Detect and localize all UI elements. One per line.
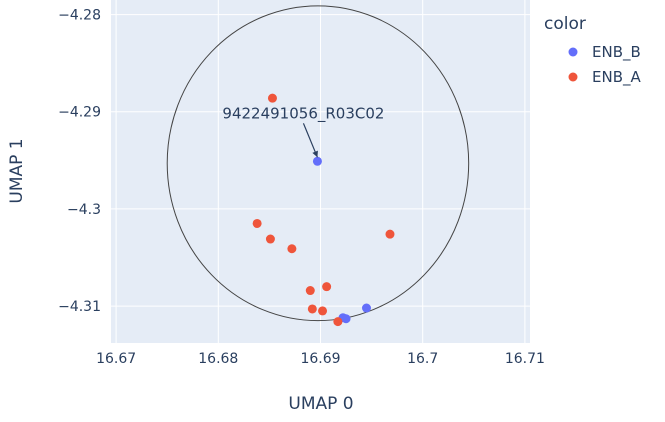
data-points <box>252 93 395 327</box>
data-point-enb-b[interactable] <box>312 156 322 166</box>
circle-layer <box>166 5 470 322</box>
data-point-enb-a[interactable] <box>322 282 332 292</box>
y-tick-label: −4.3 <box>67 202 101 218</box>
legend-title: color <box>544 14 586 34</box>
x-tick-label: 16.71 <box>505 351 545 367</box>
x-tick-label: 16.67 <box>96 351 136 367</box>
tick-labels: 16.67 16.68 16.69 16.7 16.71 −4.28 −4.29 −4.3 −4… <box>58 8 545 367</box>
data-point-enb-a[interactable] <box>267 93 277 103</box>
data-point-enb-b[interactable] <box>361 303 371 313</box>
legend-marker[interactable] <box>568 72 578 82</box>
legend-entry-label[interactable]: ENB_B <box>592 43 641 62</box>
annotation-arrowhead <box>312 150 318 158</box>
data-point-enb-a[interactable] <box>287 244 297 254</box>
data-point-enb-a[interactable] <box>318 306 328 316</box>
x-tick-label: 16.7 <box>407 351 438 367</box>
y-axis-title: UMAP 1 <box>7 138 27 203</box>
x-axis-title: UMAP 0 <box>288 394 353 414</box>
data-point-enb-a[interactable] <box>252 218 262 228</box>
data-point-enb-a[interactable] <box>305 286 315 296</box>
annotation-arrow <box>302 123 318 158</box>
highlight-circle <box>166 5 470 322</box>
annotation-label: 9422491056_R03C02 <box>222 104 384 123</box>
legend-marker[interactable] <box>568 47 578 57</box>
legend: color ENB_B ENB_A <box>544 14 641 87</box>
annotation-layer: 9422491056_R03C02 <box>222 104 384 158</box>
x-tick-label: 16.69 <box>300 351 340 367</box>
y-tick-label: −4.29 <box>58 105 101 121</box>
data-point-enb-a[interactable] <box>333 317 343 327</box>
data-point-enb-a[interactable] <box>385 229 395 239</box>
x-tick-label: 16.68 <box>198 351 238 367</box>
data-point-enb-a[interactable] <box>307 304 317 314</box>
y-tick-label: −4.28 <box>58 8 101 24</box>
legend-entry-label[interactable]: ENB_A <box>592 68 641 87</box>
y-tick-label: −4.31 <box>58 299 101 315</box>
data-point-enb-a[interactable] <box>265 234 275 244</box>
